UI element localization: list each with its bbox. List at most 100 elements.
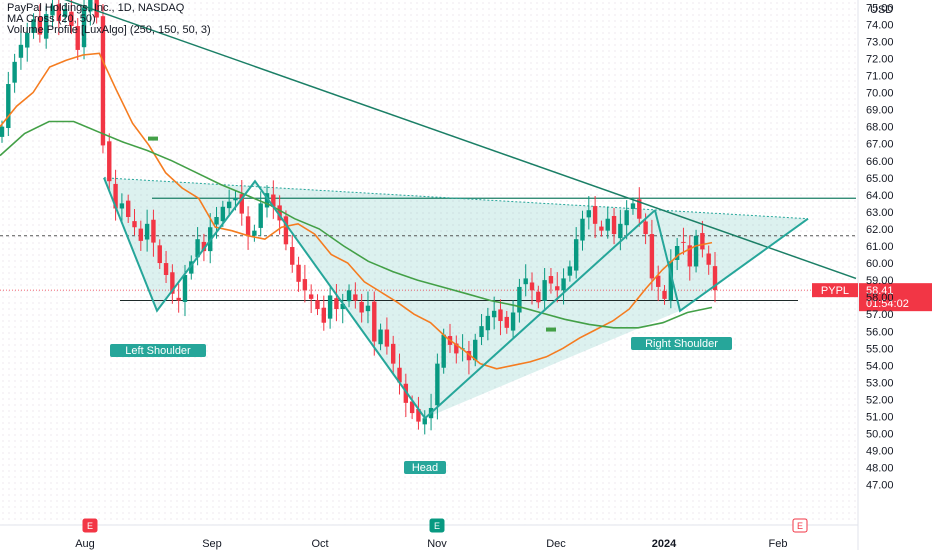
right-shoulder-label-box[interactable] (631, 337, 732, 350)
candle-body[interactable] (81, 7, 87, 48)
candle-body[interactable] (151, 219, 156, 243)
candle-body[interactable] (18, 44, 24, 58)
candle-body[interactable] (94, 0, 99, 18)
candle-body[interactable] (523, 278, 528, 285)
candle-body[interactable] (630, 203, 636, 209)
candle-body[interactable] (69, 11, 74, 27)
ma-fast-line[interactable] (0, 52, 713, 370)
candle-body[interactable] (605, 218, 610, 231)
candle-body[interactable] (712, 266, 718, 291)
candle-body[interactable] (252, 230, 257, 236)
candle-body[interactable] (233, 198, 238, 201)
candle-body[interactable] (157, 245, 162, 264)
candle-body[interactable] (125, 200, 131, 218)
candle-body[interactable] (239, 194, 244, 214)
candle-body[interactable] (403, 383, 409, 403)
ma-slow-line[interactable] (0, 120, 713, 329)
candle-body[interactable] (580, 218, 585, 241)
candle-body[interactable] (226, 201, 232, 209)
candle-body[interactable] (359, 301, 364, 313)
candle-body[interactable] (258, 203, 263, 228)
candle-body[interactable] (372, 301, 377, 342)
candle-body[interactable] (422, 418, 427, 425)
head-label-box[interactable] (404, 461, 446, 474)
candle-body[interactable] (567, 266, 573, 276)
candle-body[interactable] (277, 205, 282, 221)
candle-body[interactable] (491, 310, 497, 318)
candle-body[interactable] (674, 246, 680, 260)
candle-body[interactable] (37, 16, 43, 35)
earnings-marker[interactable] (792, 518, 808, 533)
pattern-outline[interactable] (103, 177, 656, 420)
candle-body[interactable] (201, 241, 207, 252)
candle-body[interactable] (693, 235, 699, 267)
right-shoulder-outline[interactable] (654, 209, 809, 313)
candle-body[interactable] (214, 217, 219, 225)
candle-body[interactable] (189, 261, 194, 274)
candle-body[interactable] (536, 291, 541, 303)
candle-body[interactable] (12, 61, 17, 83)
candle-body[interactable] (170, 272, 175, 294)
candle-body[interactable] (435, 363, 440, 406)
candle-body[interactable] (668, 261, 674, 301)
candle-body[interactable] (107, 141, 112, 182)
candle-body[interactable] (611, 215, 617, 235)
candle-body[interactable] (510, 312, 516, 331)
candle-body[interactable] (504, 316, 509, 328)
candle-body[interactable] (43, 14, 49, 39)
candle-body[interactable] (195, 239, 200, 258)
earnings-marker[interactable] (82, 518, 98, 533)
candle-body[interactable] (6, 84, 11, 129)
candle-body[interactable] (138, 228, 144, 241)
candle-body[interactable] (296, 264, 301, 282)
candle-body[interactable] (315, 300, 320, 310)
candle-body[interactable] (485, 315, 491, 331)
candle-body[interactable] (555, 286, 560, 291)
candle-body[interactable] (441, 334, 446, 368)
candle-body[interactable] (573, 239, 579, 271)
symbol-title[interactable]: PayPal Holdings, Inc., 1D, NASDAQ (7, 2, 185, 14)
candle-body[interactable] (586, 210, 592, 218)
candle-body[interactable] (592, 206, 598, 224)
candle-body[interactable] (454, 343, 459, 354)
candle-body[interactable] (88, 0, 93, 12)
candle-body[interactable] (340, 303, 345, 310)
candle-body[interactable] (25, 32, 30, 48)
candle-body[interactable] (561, 278, 566, 291)
candle-body[interactable] (662, 291, 667, 299)
candle-body[interactable] (271, 194, 276, 207)
candle-body[interactable] (0, 126, 5, 137)
left-shoulder-label-box[interactable] (110, 344, 206, 357)
candle-body[interactable] (327, 295, 333, 319)
candle-body[interactable] (100, 16, 106, 146)
symbol-badge[interactable] (812, 283, 858, 298)
candle-body[interactable] (700, 233, 705, 250)
candle-body[interactable] (649, 234, 655, 279)
candle-body[interactable] (681, 241, 686, 243)
candle-body[interactable] (384, 329, 390, 347)
candle-body[interactable] (132, 221, 137, 228)
candle-body[interactable] (498, 309, 503, 322)
candle-body[interactable] (618, 223, 623, 239)
candle-body[interactable] (56, 4, 61, 21)
candle-body[interactable] (409, 401, 415, 414)
candle-body[interactable] (643, 221, 648, 235)
candle-body[interactable] (542, 280, 547, 301)
candle-body[interactable] (334, 298, 339, 310)
candle-body[interactable] (529, 282, 535, 291)
candle-body[interactable] (31, 19, 36, 33)
indicator-ma-cross[interactable]: MA Cross (20, 50) (7, 13, 96, 25)
candle-body[interactable] (264, 193, 270, 208)
candle-body[interactable] (176, 297, 181, 301)
earnings-marker[interactable] (429, 518, 445, 533)
candle-body[interactable] (353, 294, 358, 301)
price-badge[interactable] (859, 283, 932, 312)
candle-body[interactable] (113, 183, 118, 209)
candle-body[interactable] (308, 294, 314, 299)
descending-trendline[interactable] (0, 0, 857, 280)
candle-body[interactable] (391, 343, 396, 364)
candle-body[interactable] (706, 253, 711, 265)
candle-body[interactable] (182, 274, 188, 302)
candle-body[interactable] (220, 206, 226, 222)
candle-body[interactable] (599, 226, 604, 231)
